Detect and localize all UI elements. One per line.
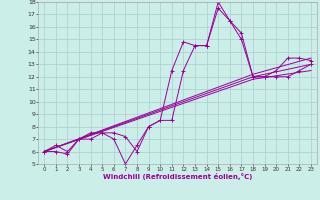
X-axis label: Windchill (Refroidissement éolien,°C): Windchill (Refroidissement éolien,°C)	[103, 173, 252, 180]
